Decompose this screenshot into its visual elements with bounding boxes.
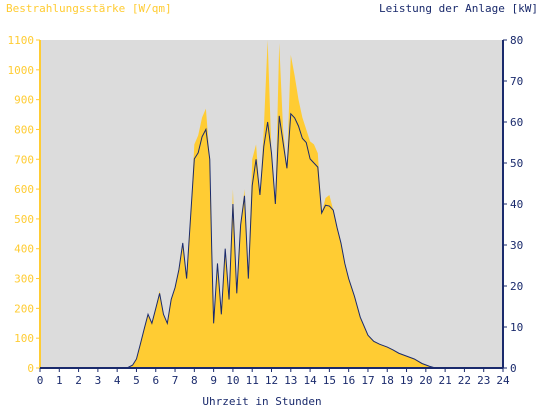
- x-tick-label: 22: [458, 374, 471, 387]
- y-left-tick-label: 0: [27, 362, 34, 375]
- y-left-tick-label: 600: [14, 183, 34, 196]
- y-right-tick-label: 30: [510, 239, 523, 252]
- y-left-tick-label: 1100: [8, 34, 35, 47]
- x-tick-label: 11: [246, 374, 259, 387]
- y-left-tick-label: 200: [14, 302, 34, 315]
- y-right-tick-label: 0: [510, 362, 517, 375]
- x-tick-label: 12: [265, 374, 278, 387]
- x-tick-label: 17: [361, 374, 374, 387]
- y-left-tick-label: 900: [14, 94, 34, 107]
- x-axis-label: Uhrzeit in Stunden: [202, 395, 321, 408]
- y-left-tick-label: 800: [14, 123, 34, 136]
- y-right-tick-label: 80: [510, 34, 523, 47]
- x-tick-label: 15: [323, 374, 336, 387]
- x-tick-label: 13: [284, 374, 297, 387]
- x-tick-label: 6: [152, 374, 159, 387]
- y-right-tick-label: 60: [510, 116, 523, 129]
- y-left-tick-label: 300: [14, 273, 34, 286]
- ticks-layer: 0100200300400500600700800900100011000102…: [8, 34, 524, 387]
- x-tick-label: 23: [477, 374, 490, 387]
- x-tick-label: 10: [226, 374, 239, 387]
- x-tick-label: 3: [95, 374, 102, 387]
- x-tick-label: 4: [114, 374, 121, 387]
- x-tick-label: 16: [342, 374, 355, 387]
- y-left-tick-label: 100: [14, 332, 34, 345]
- x-tick-label: 18: [381, 374, 394, 387]
- x-tick-label: 9: [210, 374, 217, 387]
- series-layer: [40, 40, 503, 369]
- x-tick-label: 19: [400, 374, 413, 387]
- irradiance-area: [40, 40, 503, 368]
- y-left-tick-label: 400: [14, 243, 34, 256]
- y-right-tick-label: 40: [510, 198, 523, 211]
- x-tick-label: 5: [133, 374, 140, 387]
- x-tick-label: 24: [496, 374, 510, 387]
- x-tick-label: 8: [191, 374, 198, 387]
- y-right-tick-label: 50: [510, 157, 523, 170]
- y-right-tick-label: 10: [510, 321, 523, 334]
- x-tick-label: 0: [37, 374, 44, 387]
- x-tick-label: 14: [303, 374, 317, 387]
- y-left-tick-label: 1000: [8, 64, 35, 77]
- x-tick-label: 1: [56, 374, 63, 387]
- x-tick-label: 20: [419, 374, 432, 387]
- y-left-tick-label: 500: [14, 213, 34, 226]
- x-tick-label: 21: [439, 374, 452, 387]
- x-tick-label: 2: [75, 374, 82, 387]
- y-right-tick-label: 70: [510, 75, 523, 88]
- power-line: [40, 112, 503, 369]
- left-axis-title: Bestrahlungsstärke [W/qm]: [6, 2, 172, 15]
- y-right-tick-label: 20: [510, 280, 523, 293]
- x-tick-label: 7: [172, 374, 179, 387]
- y-left-tick-label: 700: [14, 153, 34, 166]
- right-axis-title: Leistung der Anlage [kW]: [379, 2, 538, 15]
